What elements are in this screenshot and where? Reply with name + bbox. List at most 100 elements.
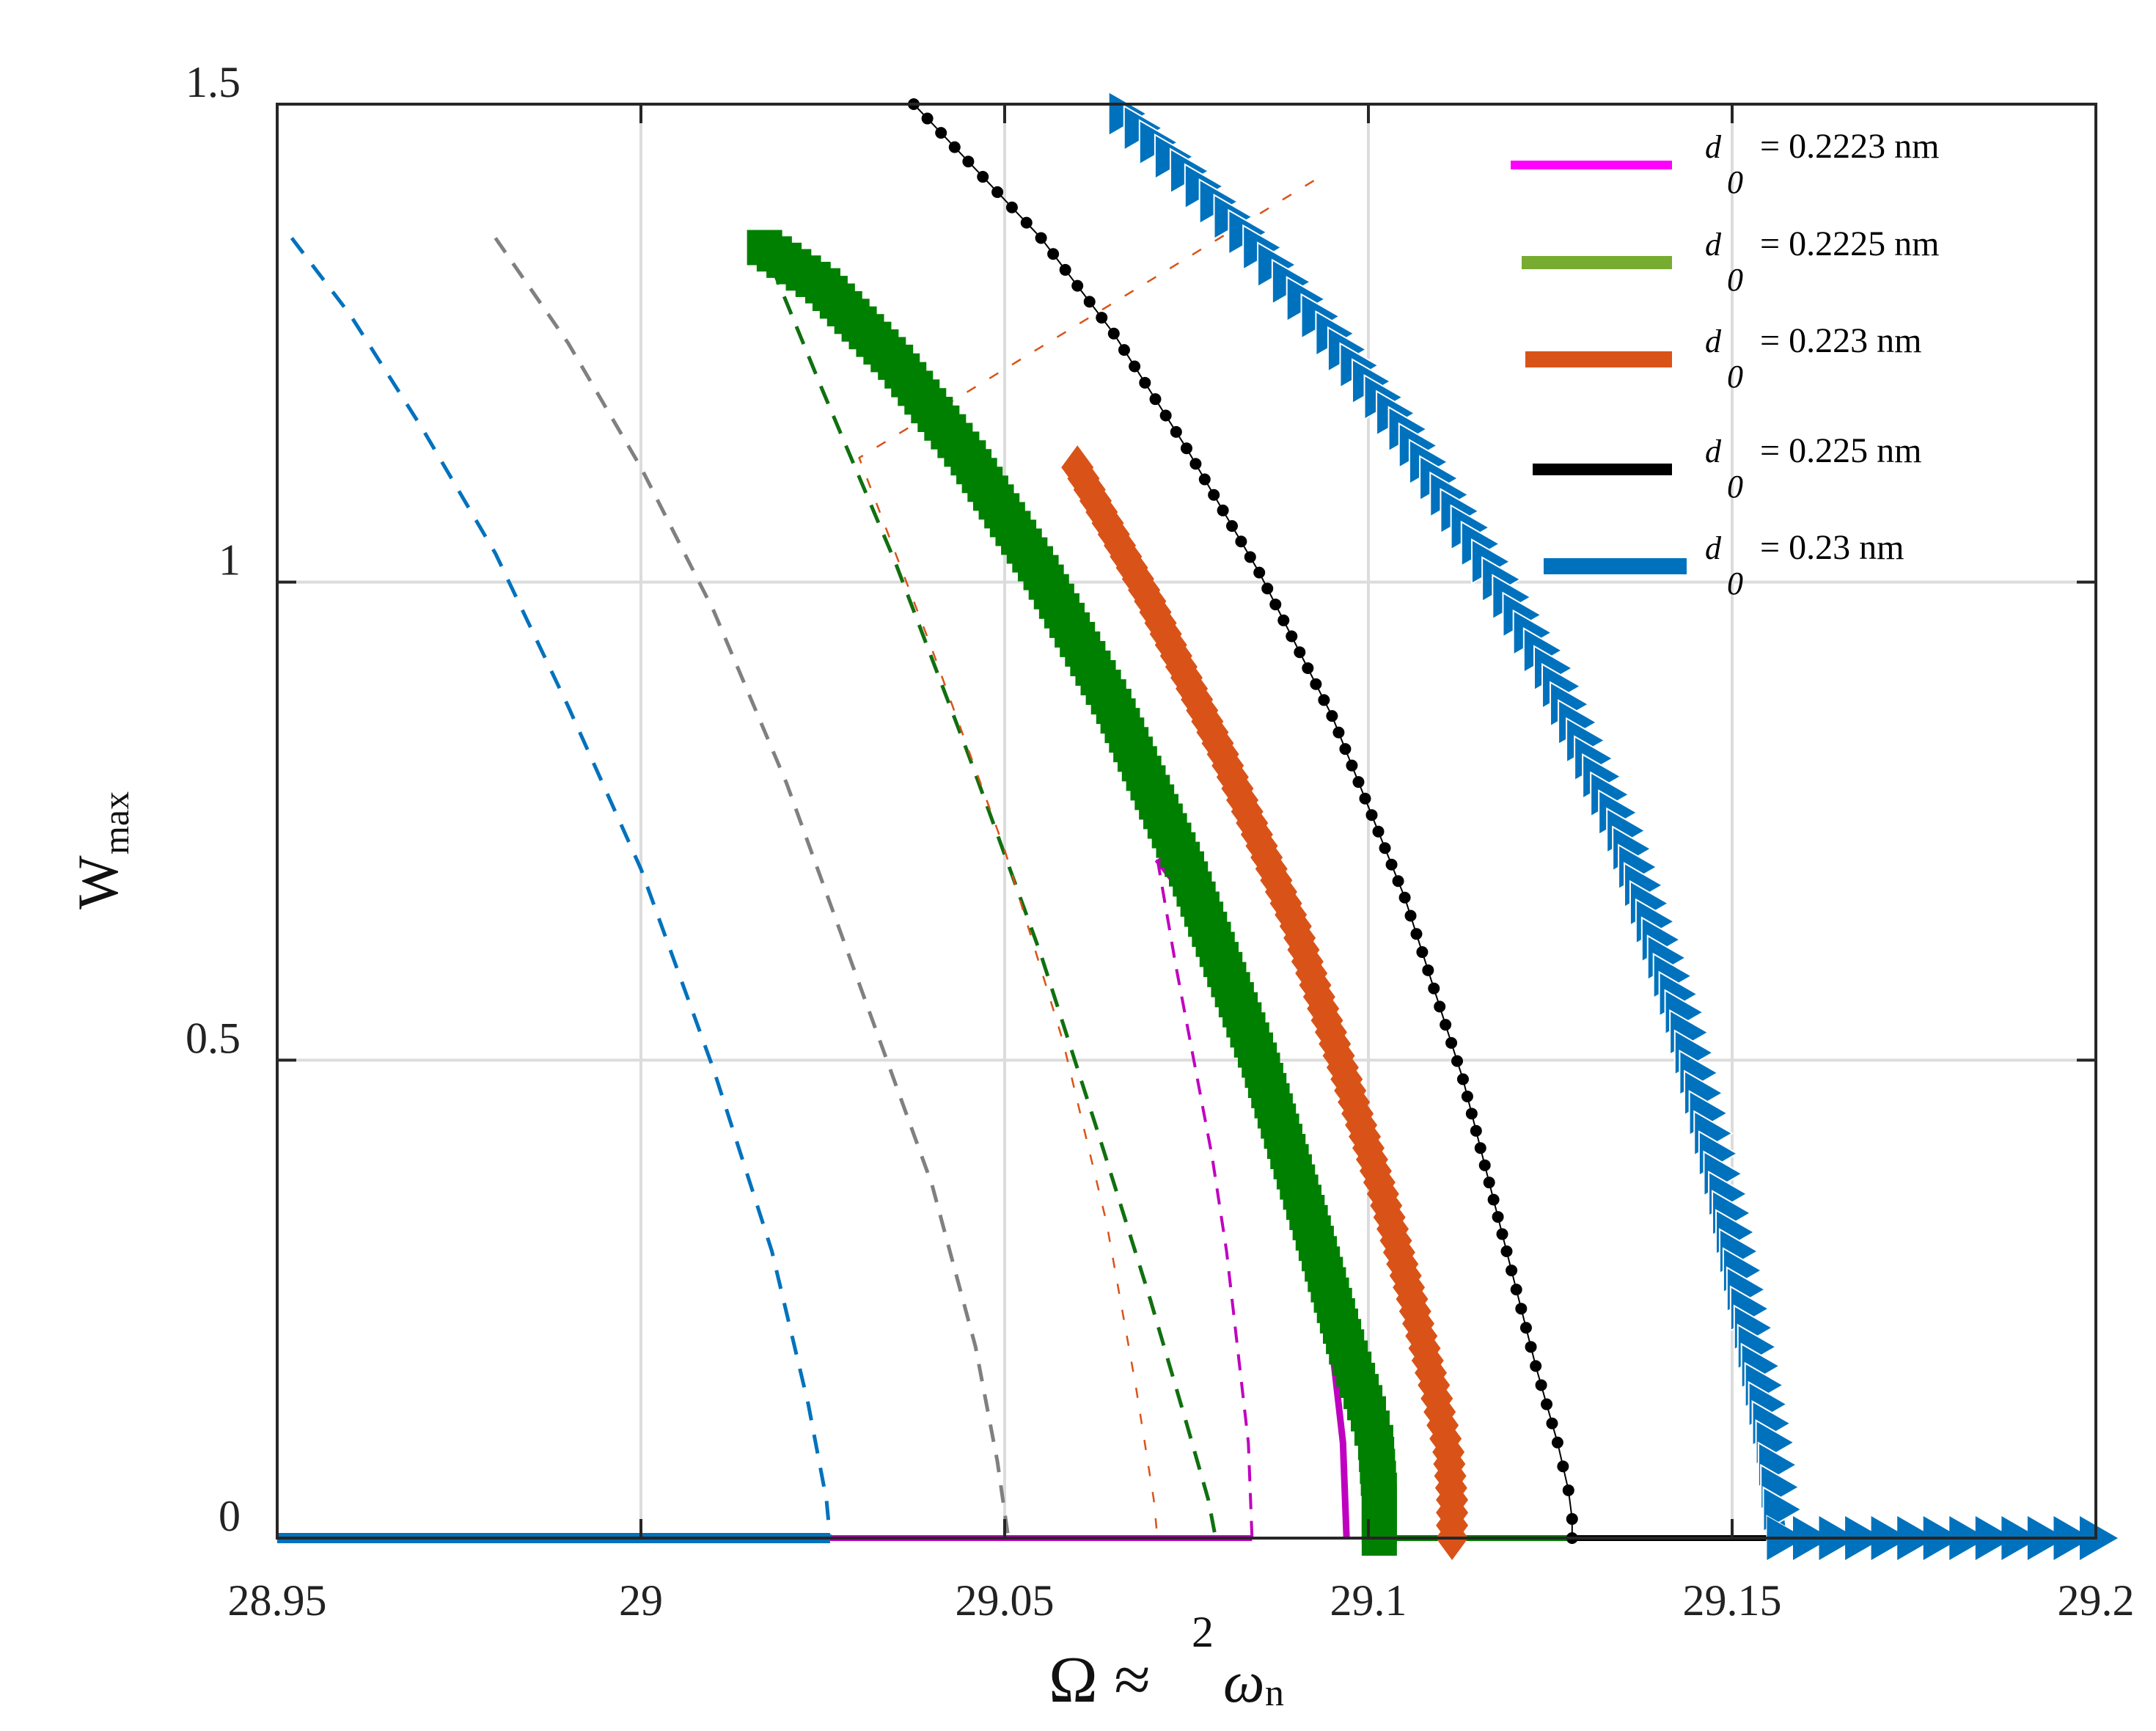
- dot-marker: [1461, 1090, 1473, 1102]
- dot-marker: [1159, 409, 1172, 422]
- y-tick-label: 1.5: [186, 58, 241, 106]
- dot-marker: [991, 186, 1004, 198]
- dot-marker: [1332, 726, 1345, 739]
- dot-marker: [1451, 1055, 1464, 1067]
- dot-marker: [1071, 279, 1084, 292]
- dot-marker: [1047, 248, 1060, 260]
- legend-label: = 0.223 nm: [1760, 321, 1921, 360]
- dot-marker: [1562, 1484, 1574, 1496]
- x-tick-label: 29.2: [2058, 1576, 2135, 1625]
- legend-symbol: d: [1705, 530, 1722, 566]
- legend-symbol: d: [1705, 433, 1722, 469]
- plot-frame: [276, 103, 2097, 1540]
- x-tick-label: 29.15: [1683, 1576, 1782, 1625]
- dot-marker: [935, 127, 947, 139]
- unstable-branch-0: [1156, 859, 1254, 1539]
- dot-marker: [1261, 582, 1274, 595]
- dot-marker: [1346, 759, 1358, 772]
- dot-marker: [1310, 678, 1322, 690]
- dot-marker: [962, 155, 975, 168]
- x-axis-label-main: Ω ≈: [1049, 1644, 1151, 1716]
- dot-marker: [1286, 630, 1298, 643]
- x-axis-label: Ω ≈ 2 ω n: [1049, 1608, 1284, 1716]
- dot-marker: [1440, 1019, 1452, 1031]
- dot-marker: [1492, 1211, 1504, 1223]
- y-tick-labels: 0 0.5 1 1.5: [186, 58, 241, 1540]
- dot-marker: [1326, 710, 1338, 722]
- dot-marker: [948, 141, 961, 153]
- dot-marker: [1428, 982, 1440, 995]
- dot-marker: [1365, 809, 1378, 821]
- dot-marker: [1392, 875, 1404, 888]
- legend-subscript: 0: [1727, 359, 1743, 395]
- dot-marker: [1294, 646, 1306, 659]
- dot-marker: [1496, 1228, 1508, 1240]
- x-axis-label-sub: n: [1265, 1672, 1284, 1714]
- dot-marker: [1269, 599, 1282, 611]
- dot-marker: [1445, 1036, 1458, 1049]
- legend-subscript: 0: [1727, 566, 1743, 601]
- unstable-branch-4: [290, 236, 832, 1539]
- dot-marker: [1226, 520, 1238, 533]
- dot-marker: [1118, 344, 1130, 356]
- dot-marker: [1530, 1360, 1542, 1372]
- dot-marker: [1379, 842, 1391, 854]
- dot-marker: [1181, 442, 1192, 455]
- dot-marker: [1253, 566, 1266, 579]
- dot-marker: [1546, 1417, 1558, 1430]
- legend-label: = 0.23 nm: [1760, 528, 1904, 567]
- legend-subscript: 0: [1727, 469, 1743, 505]
- dot-marker: [1456, 1073, 1469, 1086]
- dot-marker: [1506, 1265, 1518, 1277]
- dot-marker: [1398, 891, 1411, 904]
- legend-symbol: d: [1705, 129, 1722, 165]
- x-tick-label: 28.95: [228, 1576, 327, 1625]
- dot-marker: [1129, 360, 1141, 373]
- x-axis-label-omega: ω: [1223, 1650, 1264, 1715]
- dot-marker: [1208, 488, 1220, 501]
- dot-marker: [1487, 1193, 1500, 1206]
- dot-marker: [1478, 1159, 1491, 1171]
- curves: [277, 90, 2118, 1562]
- legend-label: = 0.225 nm: [1760, 431, 1921, 470]
- dot-marker: [1059, 263, 1071, 276]
- dot-marker: [1020, 216, 1033, 229]
- dot-marker: [1422, 964, 1434, 976]
- y-axis-label-main: W: [66, 855, 130, 910]
- dot-marker: [1139, 376, 1151, 389]
- dot-marker: [1500, 1245, 1513, 1257]
- dot-marker: [1385, 858, 1398, 871]
- dot-marker: [1519, 1322, 1532, 1334]
- legend-symbol: d: [1705, 227, 1722, 263]
- dot-marker: [1525, 1341, 1537, 1353]
- x-tick-label: 29: [619, 1576, 663, 1625]
- dot-marker: [1244, 551, 1256, 563]
- dot-marker: [1557, 1460, 1569, 1473]
- dot-marker: [1410, 928, 1423, 940]
- x-tick-label: 29.05: [956, 1576, 1055, 1625]
- dot-marker: [1198, 473, 1211, 486]
- dot-marker: [1535, 1379, 1547, 1391]
- triangle-marker: [2080, 1516, 2118, 1560]
- dot-marker: [1515, 1303, 1528, 1315]
- dot-marker: [1083, 296, 1096, 308]
- unstable-branch-3: [494, 237, 1011, 1539]
- dot-marker: [1096, 312, 1108, 324]
- dot-marker: [1352, 776, 1365, 788]
- y-tick-label: 0: [219, 1492, 241, 1540]
- dot-marker: [1339, 743, 1352, 755]
- x-tick-labels: 28.95 29 29.05 29.1 29.15 29.2: [228, 1576, 2135, 1625]
- ticks: [276, 103, 2097, 1540]
- y-tick-label: 0.5: [186, 1014, 241, 1062]
- dot-marker: [1551, 1436, 1563, 1449]
- dot-marker: [1005, 201, 1018, 213]
- dot-marker: [1470, 1124, 1482, 1137]
- dot-marker: [1359, 792, 1371, 805]
- y-tick-label: 1: [219, 536, 241, 585]
- dot-marker: [1107, 327, 1120, 340]
- x-axis-label-sup: 2: [1192, 1608, 1214, 1656]
- legend-subscript: 0: [1727, 164, 1743, 200]
- legend-symbol: d: [1705, 323, 1722, 359]
